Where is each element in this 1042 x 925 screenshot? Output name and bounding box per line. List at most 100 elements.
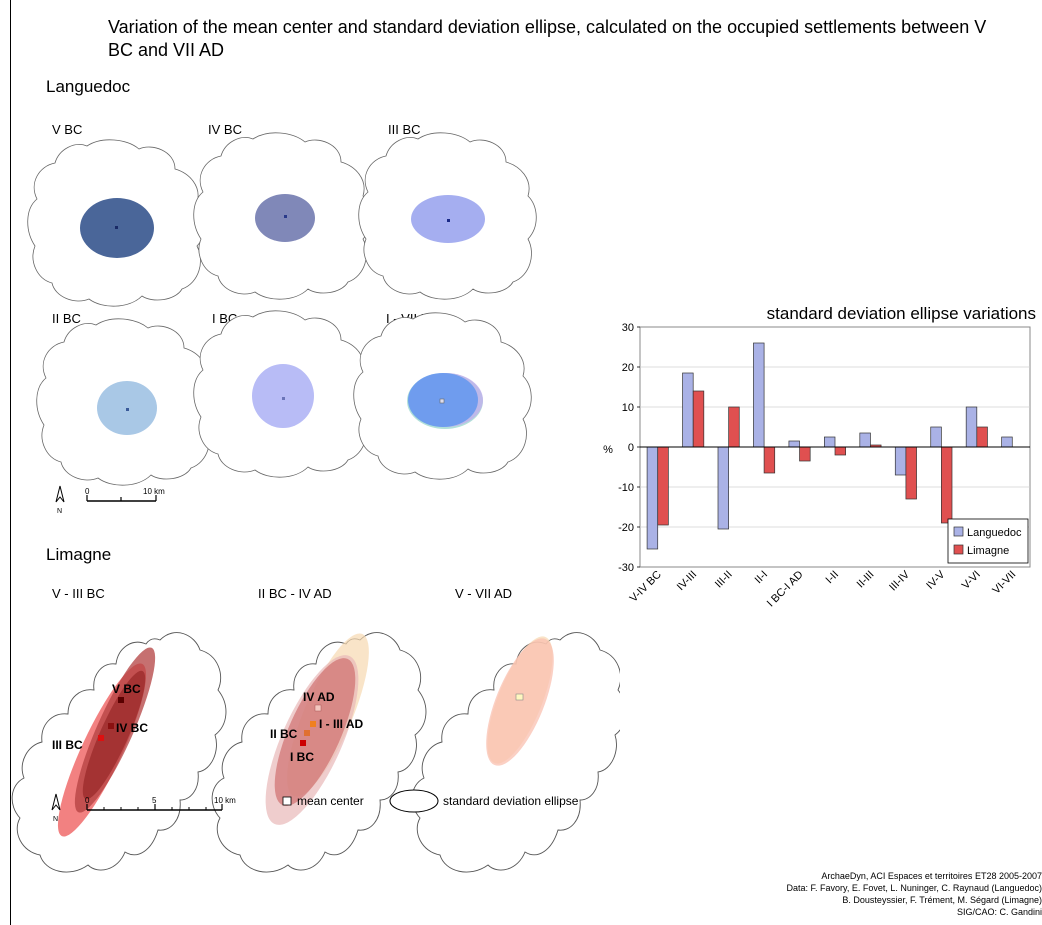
limagne-map-ii-bc-iv-ad: IV AD II BC I - III AD I BC [211,632,427,873]
chart-bars [646,342,1013,550]
y-tick-label: 30 [622,322,634,334]
x-tick-label: IV-III [675,569,699,593]
bar-languedoc-3 [753,342,765,448]
legend-swatch-limagne [953,544,964,555]
credit-line: ArchaeDyn, ACI Espaces et territoires ET… [821,871,1042,881]
languedoc-north-arrow [55,485,65,503]
legend-label-languedoc: Languedoc [967,527,1022,539]
mean-center-marker [108,723,114,729]
bar-languedoc-5 [824,436,836,448]
bar-languedoc-2 [717,446,729,530]
bar-languedoc-10 [1001,436,1013,448]
y-tick-label: -30 [618,562,634,574]
credits: ArchaeDyn, ACI Espaces et territoires ET… [712,870,1042,918]
map-label-iv-bc: IV BC [208,122,242,137]
mean-center-marker [304,730,310,736]
bar-languedoc-7 [894,446,907,476]
mean-center-marker [126,408,129,411]
std-ellipse [486,638,554,766]
limagne-scale-label: 10 km [214,796,236,805]
legend-swatch-languedoc [953,526,964,537]
legend-mean-center-label: mean center [297,794,364,808]
legend-box [947,518,1029,564]
y-tick-label: 0 [628,442,634,454]
credit-line: B. Dousteyssier, F. Trément, M. Ségard (… [842,895,1042,905]
bar-limagne-5 [834,446,846,456]
bar-languedoc-8 [930,426,942,448]
x-tick-label: III-IV [887,568,912,593]
legend-label-limagne: Limagne [967,545,1009,557]
mean-center-marker [310,721,316,727]
bar-languedoc-0 [646,446,659,550]
mean-center-marker [282,397,285,400]
bar-limagne-1 [692,390,705,448]
languedoc-north-label: N [57,508,62,515]
y-tick-label: -20 [618,522,634,534]
languedoc-scale-label: 10 km [143,487,165,496]
std-ellipse [82,670,146,800]
center-label-iii-bc: III BC [52,738,83,752]
mean-center-marker [515,693,524,701]
languedoc-map-iv-bc [193,132,372,300]
mean-center-marker [447,219,450,222]
mean-center-marker [439,398,445,404]
x-tick-label: II-I [753,569,771,587]
languedoc-scale-zero: 0 [85,487,90,496]
x-tick-label: I-II [824,569,842,587]
std-ellipse-variation-chart: standard deviation ellipse variations % … [603,304,1036,610]
limagne-scale-mid: 5 [152,796,157,805]
limagne-map-v-iii-bc: V BC IV BC III BC [11,632,227,873]
bar-limagne-2 [728,406,740,448]
limagne-north-arrow [51,793,61,811]
credit-line: SIG/CAO: C. Gandini [956,907,1042,917]
languedoc-label: Languedoc [46,77,131,96]
limagne-label: Limagne [46,545,112,564]
bar-languedoc-4 [788,440,800,448]
map-label-v-bc: V BC [52,122,83,137]
x-tick-label: I BC-I AD [765,569,806,610]
std-ellipse [274,658,356,806]
center-label-ii-bc: II BC [270,727,298,741]
mean-center-marker [115,226,118,229]
legend-mean-center-swatch [282,796,292,806]
x-tick-label: IV-V [924,568,948,592]
std-ellipse [252,364,314,428]
mean-center-marker [314,704,322,712]
languedoc-map-iii-bc [358,132,537,300]
bar-languedoc-9 [965,406,978,448]
bar-limagne-7 [905,446,917,500]
center-label-v-bc: V BC [112,682,141,696]
y-tick-label: -10 [618,482,634,494]
limagne-map-v-vii-ad [411,632,620,873]
languedoc-maps: N 0 10 km [27,132,537,515]
map-label-ii-bc: II BC [52,311,81,326]
limagne-scale-zero: 0 [85,796,90,805]
main-title: Variation of the mean center and standar… [108,17,987,60]
y-axis-label: % [603,444,613,456]
limagne-maps: V BC IV BC III BC IV AD II BC I - III AD… [11,632,620,873]
bar-limagne-0 [657,446,669,526]
languedoc-map-v-bc [27,139,206,307]
center-label-i-iii-ad: I - III AD [319,717,364,731]
x-tick-label: VI-VII [990,569,1018,597]
bar-limagne-3 [763,446,776,474]
mean-center-marker [284,215,287,218]
languedoc-map-i-bc [193,310,372,478]
y-tick-label: 10 [622,402,634,414]
bar-languedoc-1 [682,372,694,448]
languedoc-map-ii-bc [36,318,215,486]
center-label-i-bc: I BC [290,750,314,764]
bar-limagne-9 [976,426,988,448]
map-label-v-vii-ad: V - VII AD [455,586,513,601]
chart-title: standard deviation ellipse variations [767,304,1036,323]
languedoc-scale-bar [86,495,157,502]
mean-center-marker [98,735,104,741]
mean-center-marker [300,740,306,746]
map-label-ii-bc-iv-ad: II BC - IV AD [258,586,332,601]
chart-legend: Languedoc Limagne [947,518,1029,564]
bar-languedoc-6 [859,432,871,448]
limagne-scale-bar [86,804,223,811]
map-label-v-iii-bc: V - III BC [52,586,105,601]
center-label-iv-ad: IV AD [303,690,335,704]
bar-limagne-4 [799,446,811,462]
